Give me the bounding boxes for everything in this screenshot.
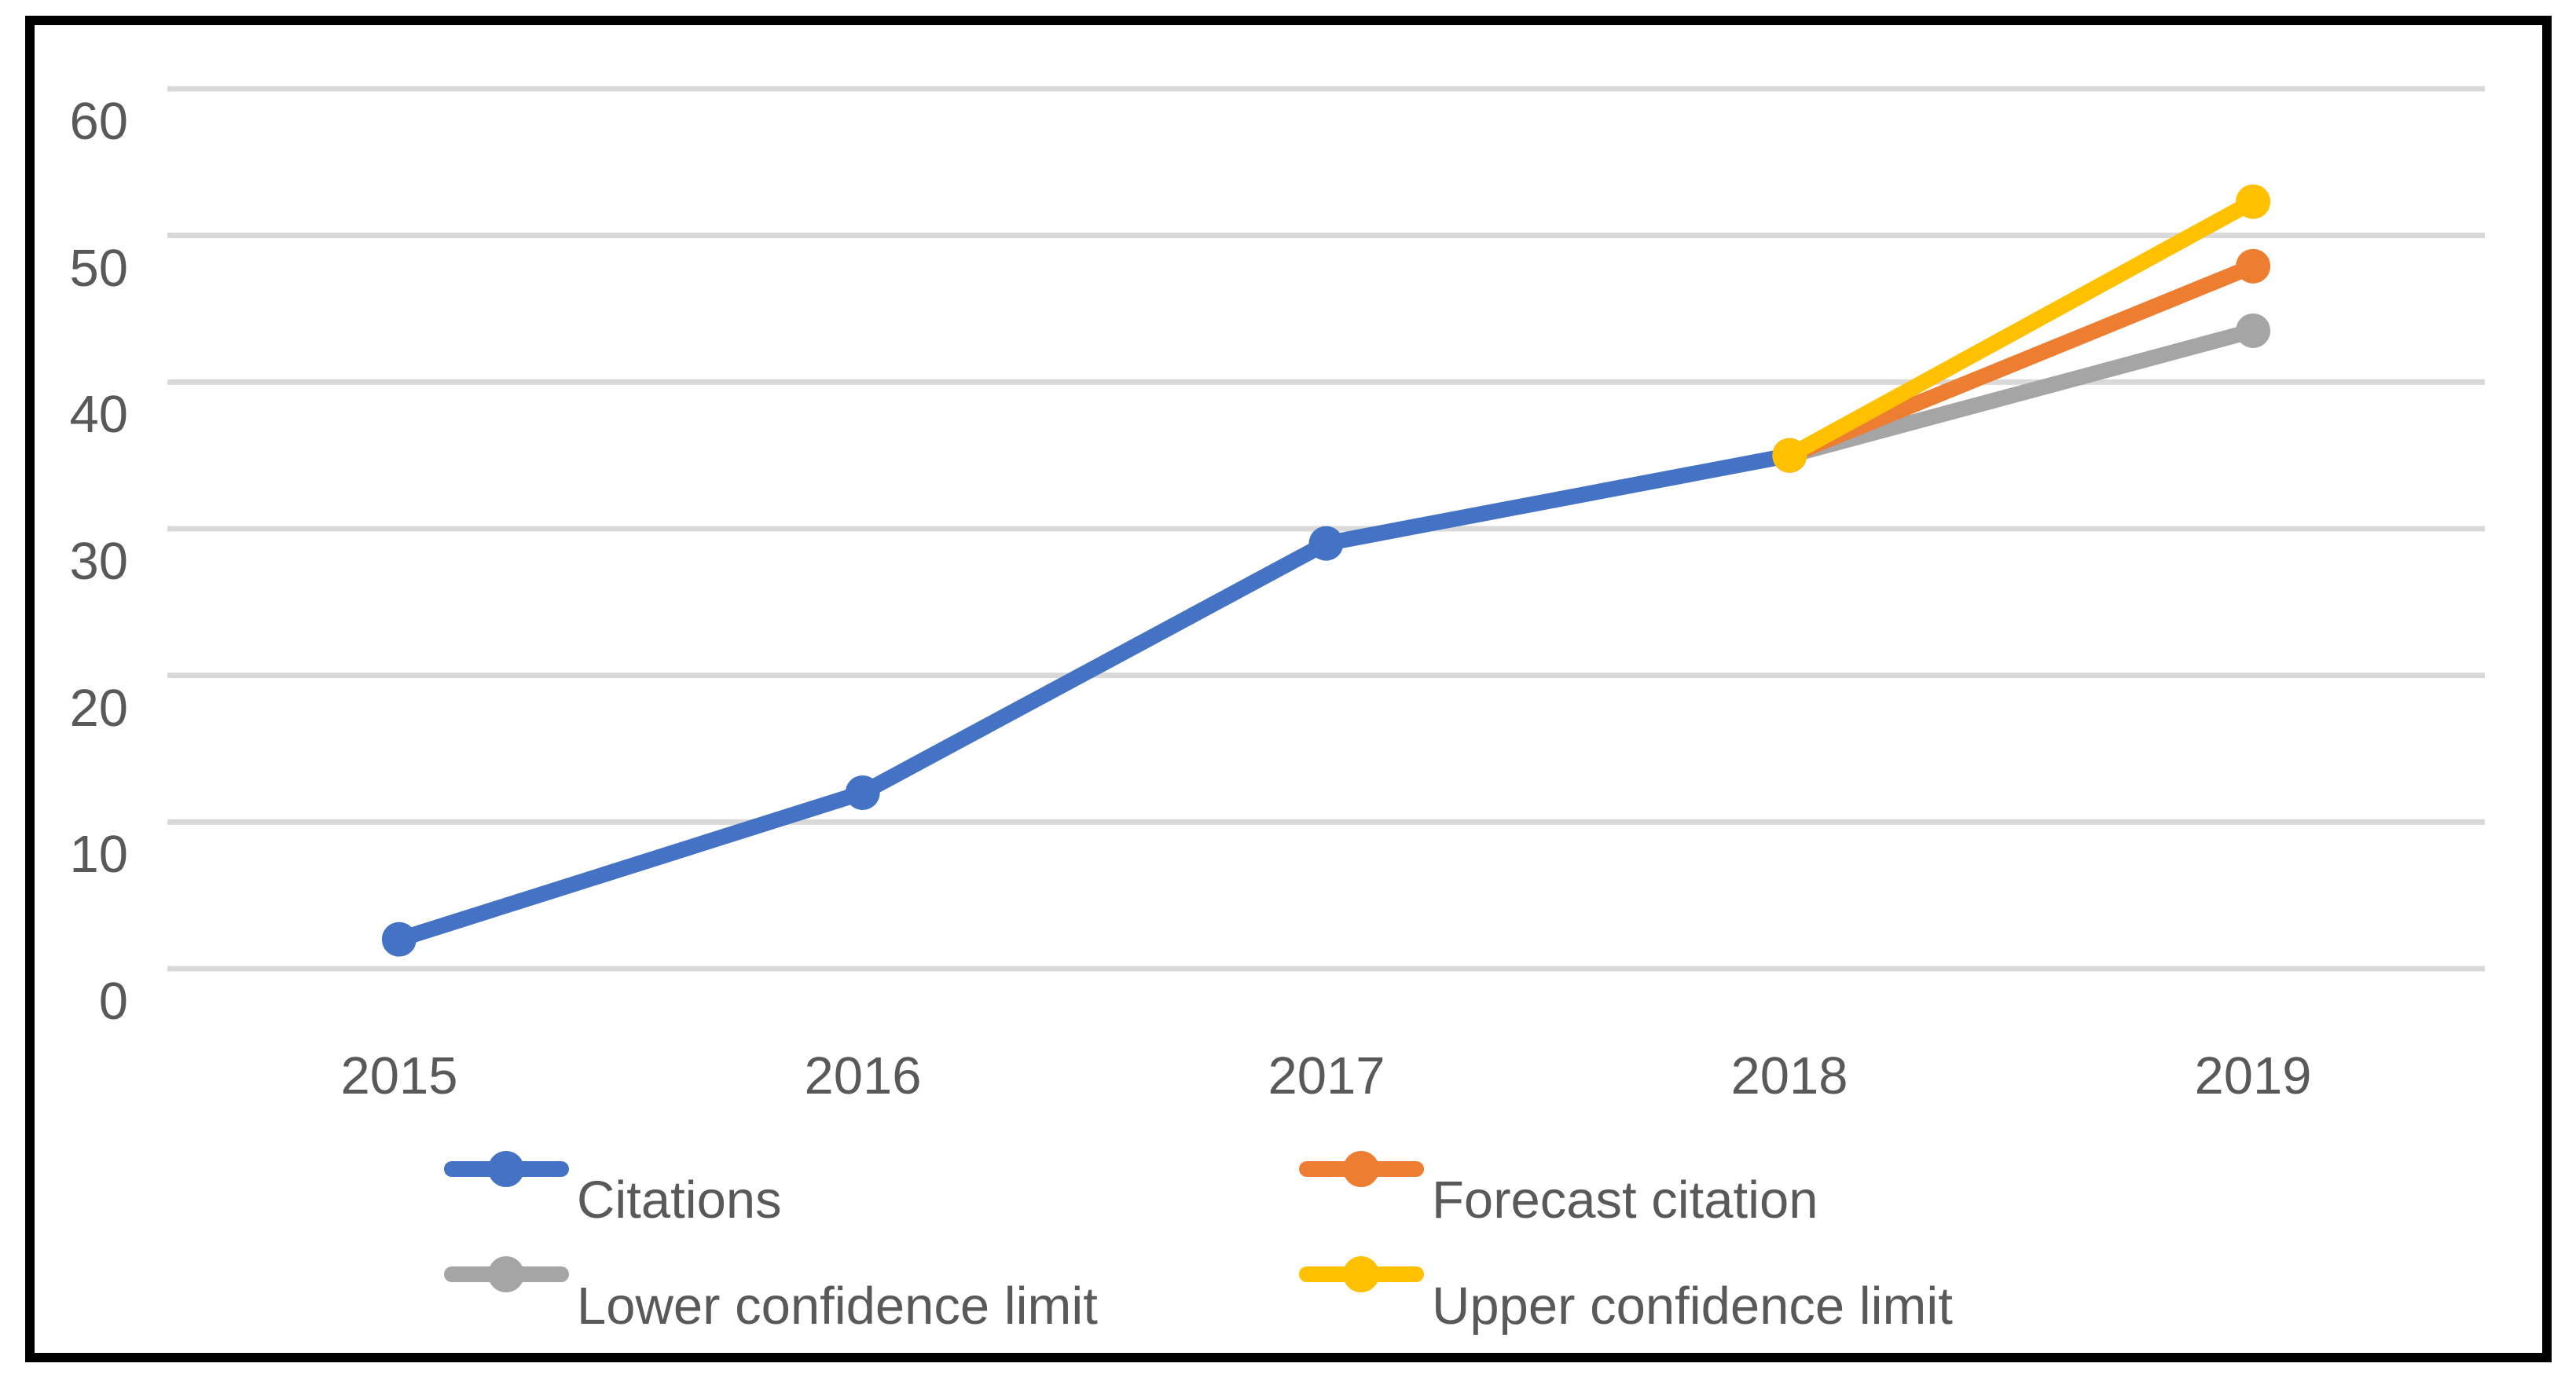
- x-axis-category-label: 2015: [340, 1046, 458, 1105]
- legend-dot-forecast-citation-icon: [1343, 1151, 1379, 1187]
- data-point-upper-confidence-limit: [1772, 438, 1807, 473]
- y-axis-tick-label: 40: [69, 385, 128, 444]
- legend-label-forecast-citation: Forecast citation: [1432, 1171, 1818, 1230]
- y-axis-tick-label: 10: [69, 825, 128, 884]
- legend-marker-citations-icon: [444, 1151, 569, 1187]
- x-axis-category-label: 2019: [2194, 1046, 2312, 1105]
- legend-marker-forecast-citation-icon: [1299, 1151, 1424, 1187]
- series-layer: [381, 184, 2271, 957]
- data-point-citations: [1308, 526, 1344, 561]
- data-point-citations: [845, 775, 880, 810]
- series-line-forecast-citation: [1786, 258, 2256, 463]
- legend-marker-upper-confidence-limit-icon: [1299, 1256, 1424, 1292]
- legend-label-upper-confidence-limit: Upper confidence limit: [1432, 1277, 1953, 1336]
- data-point-upper-confidence-limit: [2236, 184, 2271, 219]
- series-line-citations: [396, 447, 1792, 947]
- legend-label-citations: Citations: [577, 1171, 782, 1230]
- legend-marker-lower-confidence-limit-icon: [444, 1256, 569, 1292]
- data-point-lower-confidence-limit: [2236, 313, 2271, 348]
- y-axis-tick-label: 50: [69, 239, 128, 298]
- y-axis-tick-label: 0: [98, 972, 128, 1031]
- legend-label-lower-confidence-limit: Lower confidence limit: [577, 1277, 1098, 1336]
- gridlines-layer: [167, 86, 2485, 972]
- y-axis-tick-label: 30: [69, 532, 128, 591]
- y-axis-tick-label: 20: [69, 679, 128, 738]
- y-axis-tick-label: 60: [69, 92, 128, 151]
- series-line-lower-confidence-limit: [1787, 323, 2255, 464]
- legend-dot-citations-icon: [488, 1151, 524, 1187]
- x-axis-category-label: 2017: [1268, 1046, 1385, 1105]
- series-line-upper-confidence-limit: [1785, 194, 2257, 463]
- x-axis-category-label: 2016: [804, 1046, 922, 1105]
- x-axis-category-label: 2018: [1730, 1046, 1848, 1105]
- data-point-citations: [381, 922, 416, 957]
- legend-dot-upper-confidence-limit-icon: [1343, 1256, 1379, 1292]
- chart-border: [25, 16, 2552, 1362]
- legend-dot-lower-confidence-limit-icon: [488, 1256, 524, 1292]
- data-point-forecast-citation: [2236, 248, 2271, 284]
